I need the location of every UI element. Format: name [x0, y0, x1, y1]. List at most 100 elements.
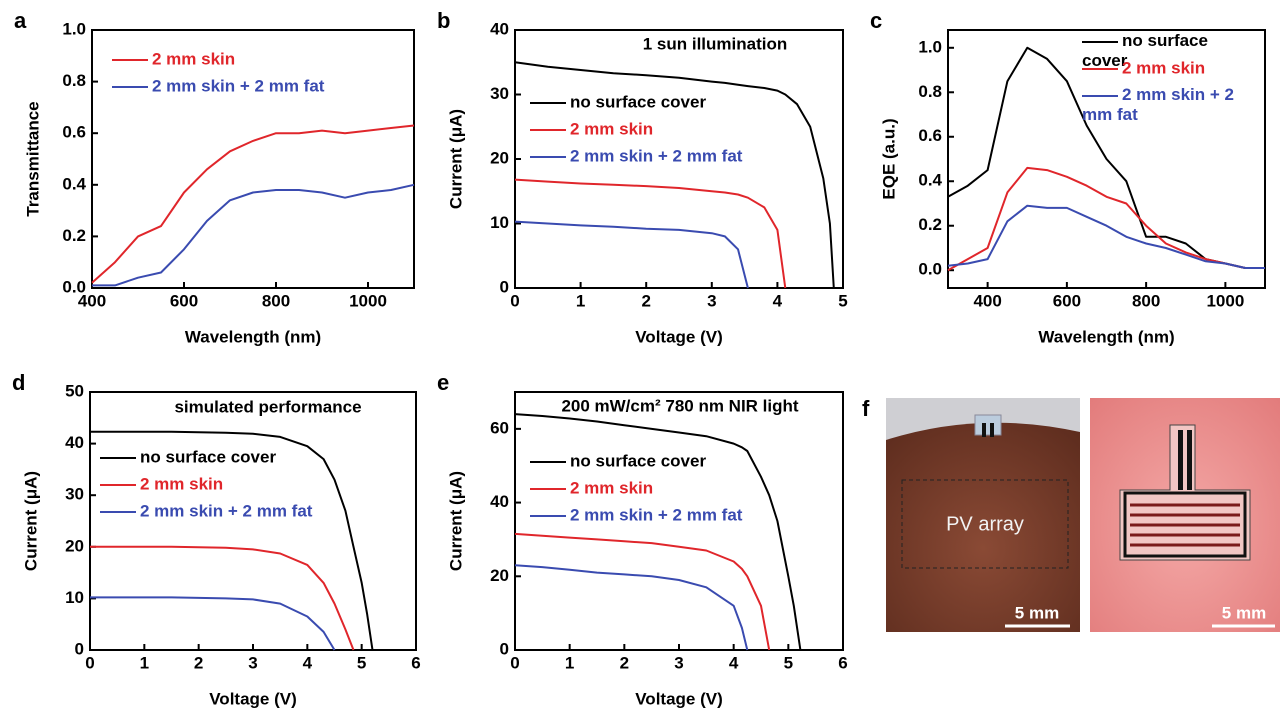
- y-tick-label: 0.4: [918, 171, 942, 190]
- series-line: [514, 220, 749, 289]
- legend-label: 2 mm skin: [152, 49, 235, 68]
- x-tick-label: 6: [411, 653, 420, 672]
- series-line: [514, 564, 749, 651]
- x-tick-label: 0: [510, 653, 519, 672]
- x-tick-label: 3: [674, 653, 683, 672]
- x-tick-label: 1: [576, 291, 585, 310]
- legend-label: no surface cover: [1082, 31, 1208, 70]
- panel-label: f: [862, 396, 870, 421]
- x-axis-title: Voltage (V): [209, 689, 297, 708]
- y-tick-label: 0.4: [62, 174, 86, 193]
- y-tick-label: 20: [490, 566, 509, 585]
- y-tick-label: 0: [500, 277, 509, 296]
- x-tick-label: 400: [78, 291, 106, 310]
- panel-label: e: [437, 370, 449, 395]
- x-tick-label: 1000: [1206, 291, 1244, 310]
- legend-label: 2 mm skin: [1122, 58, 1205, 77]
- x-tick-label: 1: [140, 653, 149, 672]
- y-tick-label: 40: [65, 433, 84, 452]
- legend-label: 2 mm skin: [570, 119, 653, 138]
- panel-label: b: [437, 8, 450, 33]
- legend-label: 2 mm skin: [140, 474, 223, 493]
- x-tick-label: 4: [729, 653, 739, 672]
- x-tick-label: 2: [194, 653, 203, 672]
- panel-label: c: [870, 8, 882, 33]
- x-tick-label: 400: [973, 291, 1001, 310]
- series-line: [947, 166, 1265, 272]
- y-tick-label: 0.2: [918, 215, 942, 234]
- y-tick-label: 0.2: [62, 226, 86, 245]
- photo-right: [1090, 398, 1280, 632]
- y-axis-title: Current (μA): [21, 471, 40, 571]
- legend-label: 2 mm skin + 2 mm fat: [152, 76, 325, 95]
- plot-frame: [91, 29, 415, 289]
- x-tick-label: 2: [641, 291, 650, 310]
- legend-label: 2 mm skin: [570, 478, 653, 497]
- x-tick-label: 800: [1132, 291, 1160, 310]
- series-line: [514, 532, 771, 651]
- legend-label: 2 mm skin + 2 mm fat: [1082, 85, 1234, 124]
- y-tick-label: 0.8: [918, 82, 942, 101]
- y-tick-label: 0: [75, 639, 84, 658]
- y-tick-label: 1.0: [918, 37, 942, 56]
- legend-label: 2 mm skin + 2 mm fat: [570, 505, 743, 524]
- y-tick-label: 0.0: [918, 260, 942, 279]
- x-tick-label: 5: [784, 653, 793, 672]
- x-tick-label: 1: [565, 653, 574, 672]
- x-axis-title: Wavelength (nm): [185, 327, 321, 346]
- x-tick-label: 2: [620, 653, 629, 672]
- legend-label-line: 2 mm skin + 2: [1122, 85, 1234, 104]
- x-tick-label: 600: [170, 291, 198, 310]
- scale-bar-label: 5 mm: [1222, 603, 1266, 622]
- series-line: [91, 124, 415, 284]
- x-tick-label: 600: [1053, 291, 1081, 310]
- series-line: [947, 204, 1265, 269]
- y-tick-label: 40: [490, 492, 509, 511]
- y-axis-title: Transmittance: [23, 101, 42, 216]
- y-tick-label: 10: [490, 213, 509, 232]
- x-tick-label: 0: [85, 653, 94, 672]
- annotation: 1 sun illumination: [643, 34, 788, 53]
- y-tick-label: 20: [65, 536, 84, 555]
- legend-label: no surface cover: [570, 92, 706, 111]
- x-tick-label: 1000: [349, 291, 387, 310]
- legend-label: 2 mm skin + 2 mm fat: [570, 146, 743, 165]
- series-line: [514, 61, 835, 289]
- annotation: simulated performance: [174, 397, 361, 416]
- y-tick-label: 20: [490, 148, 509, 167]
- series-line: [90, 430, 374, 651]
- y-tick-label: 1.0: [62, 19, 86, 38]
- y-axis-title: Current (μA): [446, 471, 465, 571]
- y-tick-label: 10: [65, 588, 84, 607]
- y-tick-label: 0.8: [62, 71, 86, 90]
- y-tick-label: 30: [65, 485, 84, 504]
- annotation: 200 mW/cm² 780 nm NIR light: [561, 396, 798, 415]
- x-axis-title: Voltage (V): [635, 327, 723, 346]
- y-tick-label: 0: [500, 639, 509, 658]
- legend-label: no surface cover: [570, 451, 706, 470]
- y-tick-label: 0.0: [62, 277, 86, 296]
- x-tick-label: 4: [773, 291, 783, 310]
- y-tick-label: 30: [490, 84, 509, 103]
- series-line: [90, 545, 355, 651]
- panel-label: d: [12, 370, 25, 395]
- legend-label-line: no surface: [1122, 31, 1208, 50]
- x-tick-label: 6: [838, 653, 847, 672]
- series-line: [514, 413, 802, 651]
- panel-label: a: [14, 8, 27, 33]
- series-line: [947, 46, 1265, 269]
- x-tick-label: 0: [510, 291, 519, 310]
- x-tick-label: 4: [303, 653, 313, 672]
- legend-label: no surface cover: [140, 447, 276, 466]
- plot-frame: [947, 29, 1266, 289]
- y-tick-label: 60: [490, 418, 509, 437]
- legend-label-line: mm fat: [1082, 105, 1138, 124]
- y-tick-label: 40: [490, 19, 509, 38]
- series-line: [92, 183, 415, 287]
- y-tick-label: 50: [65, 381, 84, 400]
- x-tick-label: 3: [707, 291, 716, 310]
- y-axis-title: EQE (a.u.): [879, 118, 898, 199]
- legend-label-line: cover: [1082, 51, 1128, 70]
- x-axis-title: Voltage (V): [635, 689, 723, 708]
